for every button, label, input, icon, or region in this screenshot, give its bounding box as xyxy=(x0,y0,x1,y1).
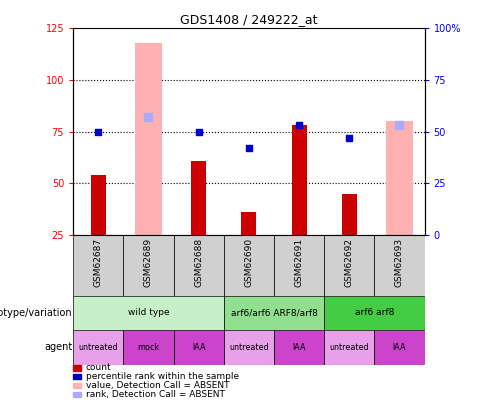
Text: GSM62693: GSM62693 xyxy=(395,238,404,287)
Bar xyxy=(91,175,106,235)
Text: GSM62689: GSM62689 xyxy=(144,238,153,287)
Bar xyxy=(242,212,256,235)
Bar xyxy=(374,330,425,364)
Bar xyxy=(274,235,324,296)
Text: GSM62688: GSM62688 xyxy=(194,238,203,287)
Bar xyxy=(73,330,123,364)
Text: agent: agent xyxy=(44,342,72,352)
Bar xyxy=(224,235,274,296)
Text: rank, Detection Call = ABSENT: rank, Detection Call = ABSENT xyxy=(86,390,225,399)
Text: GSM62687: GSM62687 xyxy=(94,238,103,287)
Point xyxy=(346,134,353,141)
Point xyxy=(396,122,404,129)
Text: untreated: untreated xyxy=(229,343,269,352)
Text: percentile rank within the sample: percentile rank within the sample xyxy=(86,372,239,382)
Title: GDS1408 / 249222_at: GDS1408 / 249222_at xyxy=(180,13,318,26)
Point xyxy=(94,128,102,135)
Point xyxy=(245,145,253,151)
Text: count: count xyxy=(86,363,112,373)
Point xyxy=(295,122,303,129)
Text: IAA: IAA xyxy=(192,343,205,352)
Bar xyxy=(135,43,163,235)
Bar xyxy=(386,122,413,235)
Bar xyxy=(291,126,306,235)
Bar xyxy=(73,235,123,296)
Bar xyxy=(73,296,224,330)
Text: IAA: IAA xyxy=(292,343,306,352)
Text: untreated: untreated xyxy=(79,343,118,352)
Point xyxy=(144,114,152,120)
Bar xyxy=(324,330,374,364)
Text: value, Detection Call = ABSENT: value, Detection Call = ABSENT xyxy=(86,381,229,390)
Bar xyxy=(324,235,374,296)
Text: untreated: untreated xyxy=(329,343,369,352)
Text: genotype/variation: genotype/variation xyxy=(0,308,72,318)
Bar xyxy=(224,296,324,330)
Bar xyxy=(224,330,274,364)
Text: arf6/arf6 ARF8/arf8: arf6/arf6 ARF8/arf8 xyxy=(230,308,317,318)
Bar xyxy=(123,235,174,296)
Bar xyxy=(324,296,425,330)
Text: GSM62690: GSM62690 xyxy=(244,238,253,287)
Point xyxy=(195,128,203,135)
Text: IAA: IAA xyxy=(393,343,406,352)
Bar xyxy=(191,160,206,235)
Bar xyxy=(274,330,324,364)
Text: mock: mock xyxy=(137,343,160,352)
Bar xyxy=(374,235,425,296)
Text: arf6 arf8: arf6 arf8 xyxy=(355,308,394,318)
Bar xyxy=(174,330,224,364)
Text: GSM62692: GSM62692 xyxy=(345,238,354,287)
Bar xyxy=(123,330,174,364)
Text: GSM62691: GSM62691 xyxy=(295,238,304,287)
Text: wild type: wild type xyxy=(128,308,169,318)
Bar xyxy=(342,194,357,235)
Bar xyxy=(174,235,224,296)
